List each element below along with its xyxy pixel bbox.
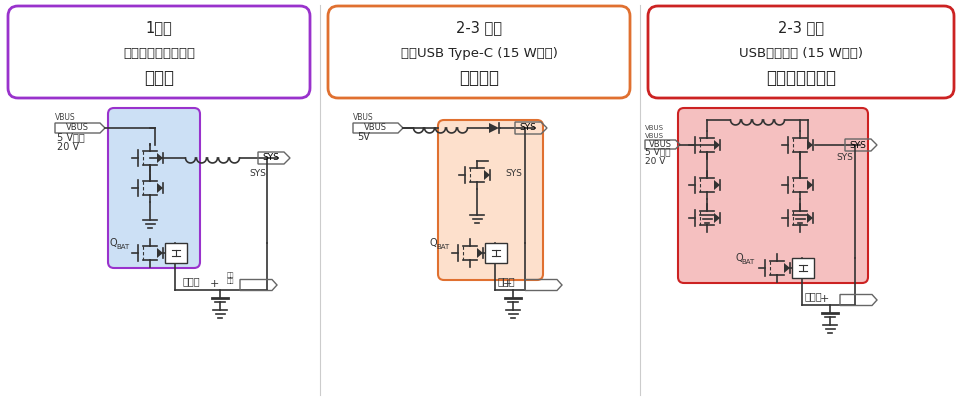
Polygon shape <box>714 180 720 190</box>
Polygon shape <box>157 248 163 258</box>
Text: +: + <box>209 279 219 289</box>
Text: バット: バット <box>805 291 823 301</box>
Polygon shape <box>714 213 720 223</box>
Text: SYS: SYS <box>263 154 279 162</box>
Text: バット: バット <box>498 276 516 286</box>
Bar <box>792 258 814 278</box>
Text: VBUS: VBUS <box>645 133 664 139</box>
Text: Q: Q <box>430 238 438 248</box>
Polygon shape <box>714 140 720 150</box>
Text: 標準USB Type-C (15 W以下): 標準USB Type-C (15 W以下) <box>400 47 558 60</box>
Text: バット: バット <box>183 276 201 286</box>
Polygon shape <box>807 180 813 190</box>
Text: +: + <box>819 294 828 304</box>
Bar <box>165 243 187 263</box>
Text: SYS: SYS <box>850 140 867 150</box>
Polygon shape <box>807 140 813 150</box>
Text: SYS: SYS <box>836 154 852 162</box>
Polygon shape <box>784 263 790 273</box>
Text: バックブースト: バックブースト <box>766 69 836 87</box>
Text: 2-3 セル: 2-3 セル <box>778 20 824 35</box>
Text: バック: バック <box>144 69 174 87</box>
Text: 5 Vから: 5 Vから <box>645 148 670 156</box>
Text: 5V: 5V <box>357 132 370 142</box>
Polygon shape <box>477 248 483 258</box>
Polygon shape <box>157 153 163 163</box>
Text: ブースト: ブースト <box>459 69 499 87</box>
Text: SYS: SYS <box>505 168 522 178</box>
Polygon shape <box>157 183 163 193</box>
Text: 2-3 セル: 2-3 セル <box>456 20 502 35</box>
Text: BAT: BAT <box>436 244 449 250</box>
Text: VBUS: VBUS <box>645 125 664 131</box>
Text: VBUS: VBUS <box>66 124 89 132</box>
FancyBboxPatch shape <box>108 108 200 268</box>
Text: SYS: SYS <box>519 124 537 132</box>
Text: 5 Vから: 5 Vから <box>57 132 84 142</box>
Polygon shape <box>807 213 813 223</box>
FancyBboxPatch shape <box>438 120 543 280</box>
Text: バッ
テリ: バッ テリ <box>227 272 233 284</box>
Text: BAT: BAT <box>116 244 130 250</box>
Text: +: + <box>502 279 512 289</box>
Text: SYS: SYS <box>249 168 266 178</box>
Text: 1セル: 1セル <box>146 20 173 35</box>
Text: VBUS: VBUS <box>649 140 672 149</box>
Text: Q: Q <box>735 253 743 263</box>
Text: USB電源供給 (15 W以上): USB電源供給 (15 W以上) <box>739 47 863 60</box>
Text: 20 V: 20 V <box>57 142 79 152</box>
Text: VBUS: VBUS <box>55 114 76 122</box>
Text: Q: Q <box>110 238 118 248</box>
Polygon shape <box>484 170 490 180</box>
Text: すべての電源レベル: すべての電源レベル <box>123 47 195 60</box>
FancyBboxPatch shape <box>678 108 868 283</box>
Text: VBUS: VBUS <box>364 124 387 132</box>
Text: 20 V: 20 V <box>645 156 665 166</box>
Text: VBUS: VBUS <box>353 114 373 122</box>
Bar <box>485 243 507 263</box>
Text: BAT: BAT <box>741 259 755 265</box>
Polygon shape <box>489 123 499 133</box>
